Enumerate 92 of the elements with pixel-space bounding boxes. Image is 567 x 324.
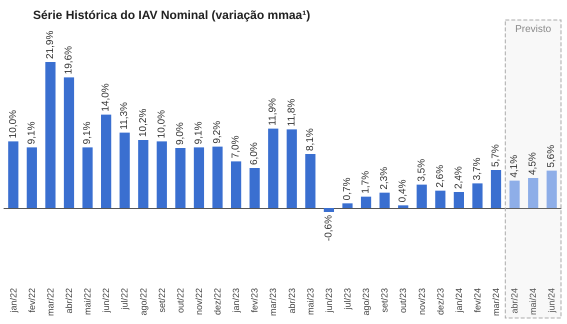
x-tick-label: jul/22 <box>120 288 130 311</box>
bar <box>454 192 464 208</box>
x-tick-label: jun/23 <box>324 288 334 314</box>
x-tick-label: jan/22 <box>8 288 18 314</box>
bar <box>416 184 427 208</box>
bar <box>64 77 74 208</box>
bar <box>286 129 297 208</box>
x-tick-label: nov/23 <box>416 288 427 316</box>
x-tick-label: ago/23 <box>361 288 372 316</box>
data-label: 6,0% <box>249 142 260 165</box>
data-label: 9,0% <box>174 122 186 145</box>
x-tick-label: set/23 <box>380 288 390 313</box>
x-tick-label: abr/22 <box>64 288 74 314</box>
bar <box>342 203 353 208</box>
bar <box>250 168 260 208</box>
x-tick-label: mai/23 <box>305 288 316 316</box>
x-tick-label: dez/23 <box>435 288 446 316</box>
data-label: 2,3% <box>379 166 390 190</box>
data-label: 9,2% <box>212 120 224 144</box>
data-label: 0,7% <box>342 177 353 200</box>
data-label: 0,4% <box>398 179 409 202</box>
x-tick-label: mai/22 <box>82 288 93 316</box>
x-tick-label: fev/23 <box>250 288 260 313</box>
bar <box>268 128 278 208</box>
bar <box>101 114 112 208</box>
data-label: 4,5% <box>528 152 539 175</box>
bar <box>490 170 502 208</box>
data-label: 8,1% <box>304 128 316 151</box>
bar <box>156 141 167 208</box>
x-tick-label: mar/22 <box>45 288 56 316</box>
bar <box>212 146 223 208</box>
data-label: 14,0% <box>100 83 112 112</box>
data-label: 10,0% <box>8 110 19 138</box>
data-label: 9,1% <box>82 121 94 144</box>
bar <box>194 147 204 208</box>
data-label: 2,6% <box>434 164 446 188</box>
band-label: Previsto <box>515 24 552 35</box>
data-label: 19,6% <box>63 46 74 74</box>
x-tick-label: jun/22 <box>101 288 112 314</box>
data-label: 10,2% <box>138 108 149 137</box>
x-tick-label: jan/24 <box>454 288 464 314</box>
bar <box>398 205 408 208</box>
data-label: 11,8% <box>286 98 298 126</box>
data-label: 5,6% <box>546 144 558 168</box>
bar <box>120 132 130 208</box>
data-label: 4,1% <box>509 154 520 178</box>
bar <box>528 178 538 208</box>
x-tick-label: set/22 <box>156 288 167 313</box>
data-label: 11,9% <box>268 98 279 126</box>
data-label: 10,0% <box>156 110 168 138</box>
data-label: 3,5% <box>416 158 428 182</box>
bar <box>360 196 372 208</box>
data-label: 9,1% <box>26 121 38 144</box>
data-label: 1,7% <box>360 170 372 194</box>
bar <box>380 192 390 208</box>
x-tick-label: abr/24 <box>510 288 520 314</box>
x-tick-label: out/22 <box>175 288 186 314</box>
data-label: 21,9% <box>44 30 56 59</box>
chart-title: Série Histórica do IAV Nominal (variação mmaa¹) <box>33 8 310 22</box>
bar <box>138 140 148 208</box>
bar <box>509 180 520 208</box>
x-tick-label: mai/24 <box>528 288 538 316</box>
x-tick-label: fev/22 <box>26 288 37 313</box>
bar <box>8 141 18 208</box>
bar <box>45 62 56 208</box>
bar <box>26 147 37 208</box>
x-tick-label: jan/23 <box>231 288 242 314</box>
x-tick-label: fev/24 <box>472 288 482 313</box>
bar <box>435 190 446 208</box>
data-label: -0,6% <box>323 214 334 242</box>
data-label: 11,3% <box>119 102 130 130</box>
x-tick-label: dez/22 <box>212 288 223 316</box>
x-tick-label: abr/23 <box>286 288 297 314</box>
data-label: 2,4% <box>453 166 464 189</box>
data-label: 3,7% <box>472 157 483 180</box>
data-label: 9,1% <box>193 121 204 144</box>
bar <box>472 183 483 208</box>
bar <box>546 170 557 208</box>
x-tick-label: mar/23 <box>268 288 278 316</box>
x-tick-label: ago/22 <box>138 288 148 316</box>
x-tick-label: jul/23 <box>342 288 352 311</box>
x-tick-label: out/23 <box>398 288 408 314</box>
x-tick-label: jun/24 <box>546 288 557 314</box>
bar <box>175 148 186 208</box>
bar <box>230 161 242 208</box>
data-label: 5,7% <box>490 144 502 167</box>
data-label: 7,0% <box>230 135 242 158</box>
x-tick-label: mar/24 <box>491 288 502 316</box>
bar <box>305 154 316 208</box>
bar <box>324 208 334 212</box>
x-tick-label: nov/22 <box>194 288 204 316</box>
bar <box>82 147 93 208</box>
